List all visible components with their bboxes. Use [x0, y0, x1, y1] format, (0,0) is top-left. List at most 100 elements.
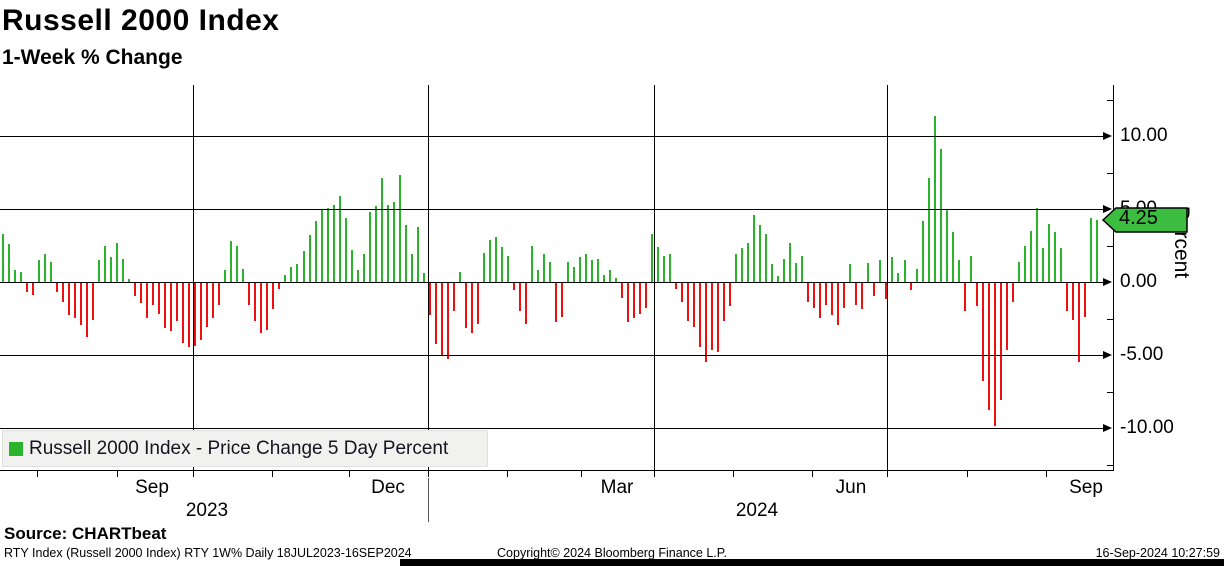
price-change-bar: [1018, 262, 1020, 282]
price-change-bar: [1072, 283, 1074, 320]
price-change-bar: [296, 264, 298, 282]
price-change-bar: [885, 283, 887, 299]
price-change-bar: [399, 175, 401, 282]
gridline-horizontal: [0, 136, 1104, 137]
price-change-bar: [429, 283, 431, 315]
price-change-bar: [224, 270, 226, 282]
price-change-bar: [831, 283, 833, 315]
price-change-bar: [20, 272, 22, 282]
price-change-bar: [290, 267, 292, 282]
copyright-text: Copyright© 2024 Bloomberg Finance L.P.: [497, 546, 727, 560]
price-change-bar: [230, 241, 232, 282]
price-change-bar: [873, 283, 875, 296]
price-change-bar: [1066, 283, 1068, 311]
chart-title: Russell 2000 Index: [2, 4, 280, 37]
gridline-vertical: [428, 85, 429, 470]
price-change-bar: [699, 283, 701, 347]
chart-subtitle: 1-Week % Change: [2, 46, 183, 69]
y-tick-label: 0.00: [1120, 271, 1157, 292]
price-change-bar: [405, 225, 407, 282]
price-change-bar: [14, 270, 16, 282]
price-change-bar: [958, 260, 960, 282]
price-change-bar: [801, 256, 803, 282]
price-change-bar: [176, 283, 178, 321]
price-change-bar: [501, 247, 503, 282]
x-month-tick: [1046, 471, 1047, 477]
x-year-label: 2023: [185, 500, 229, 521]
price-change-bar: [579, 257, 581, 282]
price-change-bar: [891, 257, 893, 282]
price-change-bar: [110, 257, 112, 282]
price-change-bar: [789, 243, 791, 282]
price-change-bar: [104, 246, 106, 283]
price-change-bar: [248, 283, 250, 305]
price-change-bar: [381, 178, 383, 282]
price-change-bar: [333, 205, 335, 282]
footer-row: RTY Index (Russell 2000 Index) RTY 1W% D…: [0, 546, 1224, 560]
x-month-tick: [887, 471, 888, 477]
price-change-bar: [861, 283, 863, 309]
price-change-bar: [910, 283, 912, 290]
price-change-bar: [747, 243, 749, 282]
source-note: Source: CHARTbeat: [4, 524, 167, 543]
price-change-bar: [597, 259, 599, 282]
price-change-bar: [411, 254, 413, 282]
price-change-bar: [315, 221, 317, 282]
price-change-bar: [1096, 220, 1098, 282]
price-change-bar: [952, 232, 954, 282]
price-change-bar: [855, 283, 857, 305]
gridline-horizontal: [0, 355, 1104, 356]
legend: Russell 2000 Index - Price Change 5 Day …: [2, 430, 488, 467]
x-tick-label: Mar: [600, 477, 634, 498]
price-change-bar: [819, 283, 821, 318]
price-change-bar: [327, 208, 329, 282]
price-change-bar: [976, 283, 978, 306]
axis-tick-arrow-icon: [1103, 351, 1112, 359]
x-month-tick: [507, 471, 508, 477]
price-change-bar: [369, 212, 371, 282]
y-tick-label: -10.00: [1120, 417, 1174, 438]
price-change-bar: [465, 283, 467, 328]
price-change-bar: [459, 272, 461, 282]
x-month-tick: [117, 471, 118, 477]
price-change-bar: [759, 225, 761, 282]
year-separator: [428, 478, 429, 522]
price-change-bar: [417, 227, 419, 282]
price-change-bar: [495, 237, 497, 282]
x-tick-label: Sep: [1069, 477, 1103, 498]
price-change-bar: [134, 283, 136, 296]
price-change-bar: [471, 283, 473, 333]
price-change-bar: [807, 283, 809, 302]
price-change-bar: [218, 283, 220, 305]
x-month-tick: [37, 471, 38, 477]
price-change-bar: [988, 283, 990, 410]
price-change-bar: [525, 283, 527, 324]
price-change-bar: [86, 283, 88, 337]
price-change-bar: [904, 260, 906, 282]
price-change-bar: [507, 256, 509, 282]
gridline-vertical: [654, 85, 655, 470]
price-change-bar: [519, 283, 521, 311]
price-change-bar: [32, 283, 34, 295]
gridline-vertical: [193, 85, 194, 470]
timestamp-text: 16-Sep-2024 10:27:59: [1095, 546, 1220, 560]
price-change-bar: [254, 283, 256, 321]
price-change-bar: [513, 283, 515, 290]
price-change-bar: [182, 283, 184, 343]
price-change-bar: [116, 243, 118, 282]
price-change-bar: [741, 248, 743, 282]
x-tick-label: Sep: [135, 477, 169, 498]
price-change-bar: [272, 283, 274, 309]
price-change-bar: [140, 283, 142, 303]
price-change-bar: [627, 283, 629, 322]
price-change-bar: [982, 283, 984, 381]
price-change-bar: [1000, 283, 1002, 400]
price-change-bar: [188, 283, 190, 347]
gridline-horizontal: [0, 209, 1104, 210]
price-change-bar: [1078, 283, 1080, 362]
ticker-info: RTY Index (Russell 2000 Index) RTY 1W% D…: [4, 546, 412, 560]
price-change-bar: [849, 264, 851, 282]
price-change-bar: [98, 260, 100, 282]
y-minor-tick: [1107, 465, 1113, 466]
